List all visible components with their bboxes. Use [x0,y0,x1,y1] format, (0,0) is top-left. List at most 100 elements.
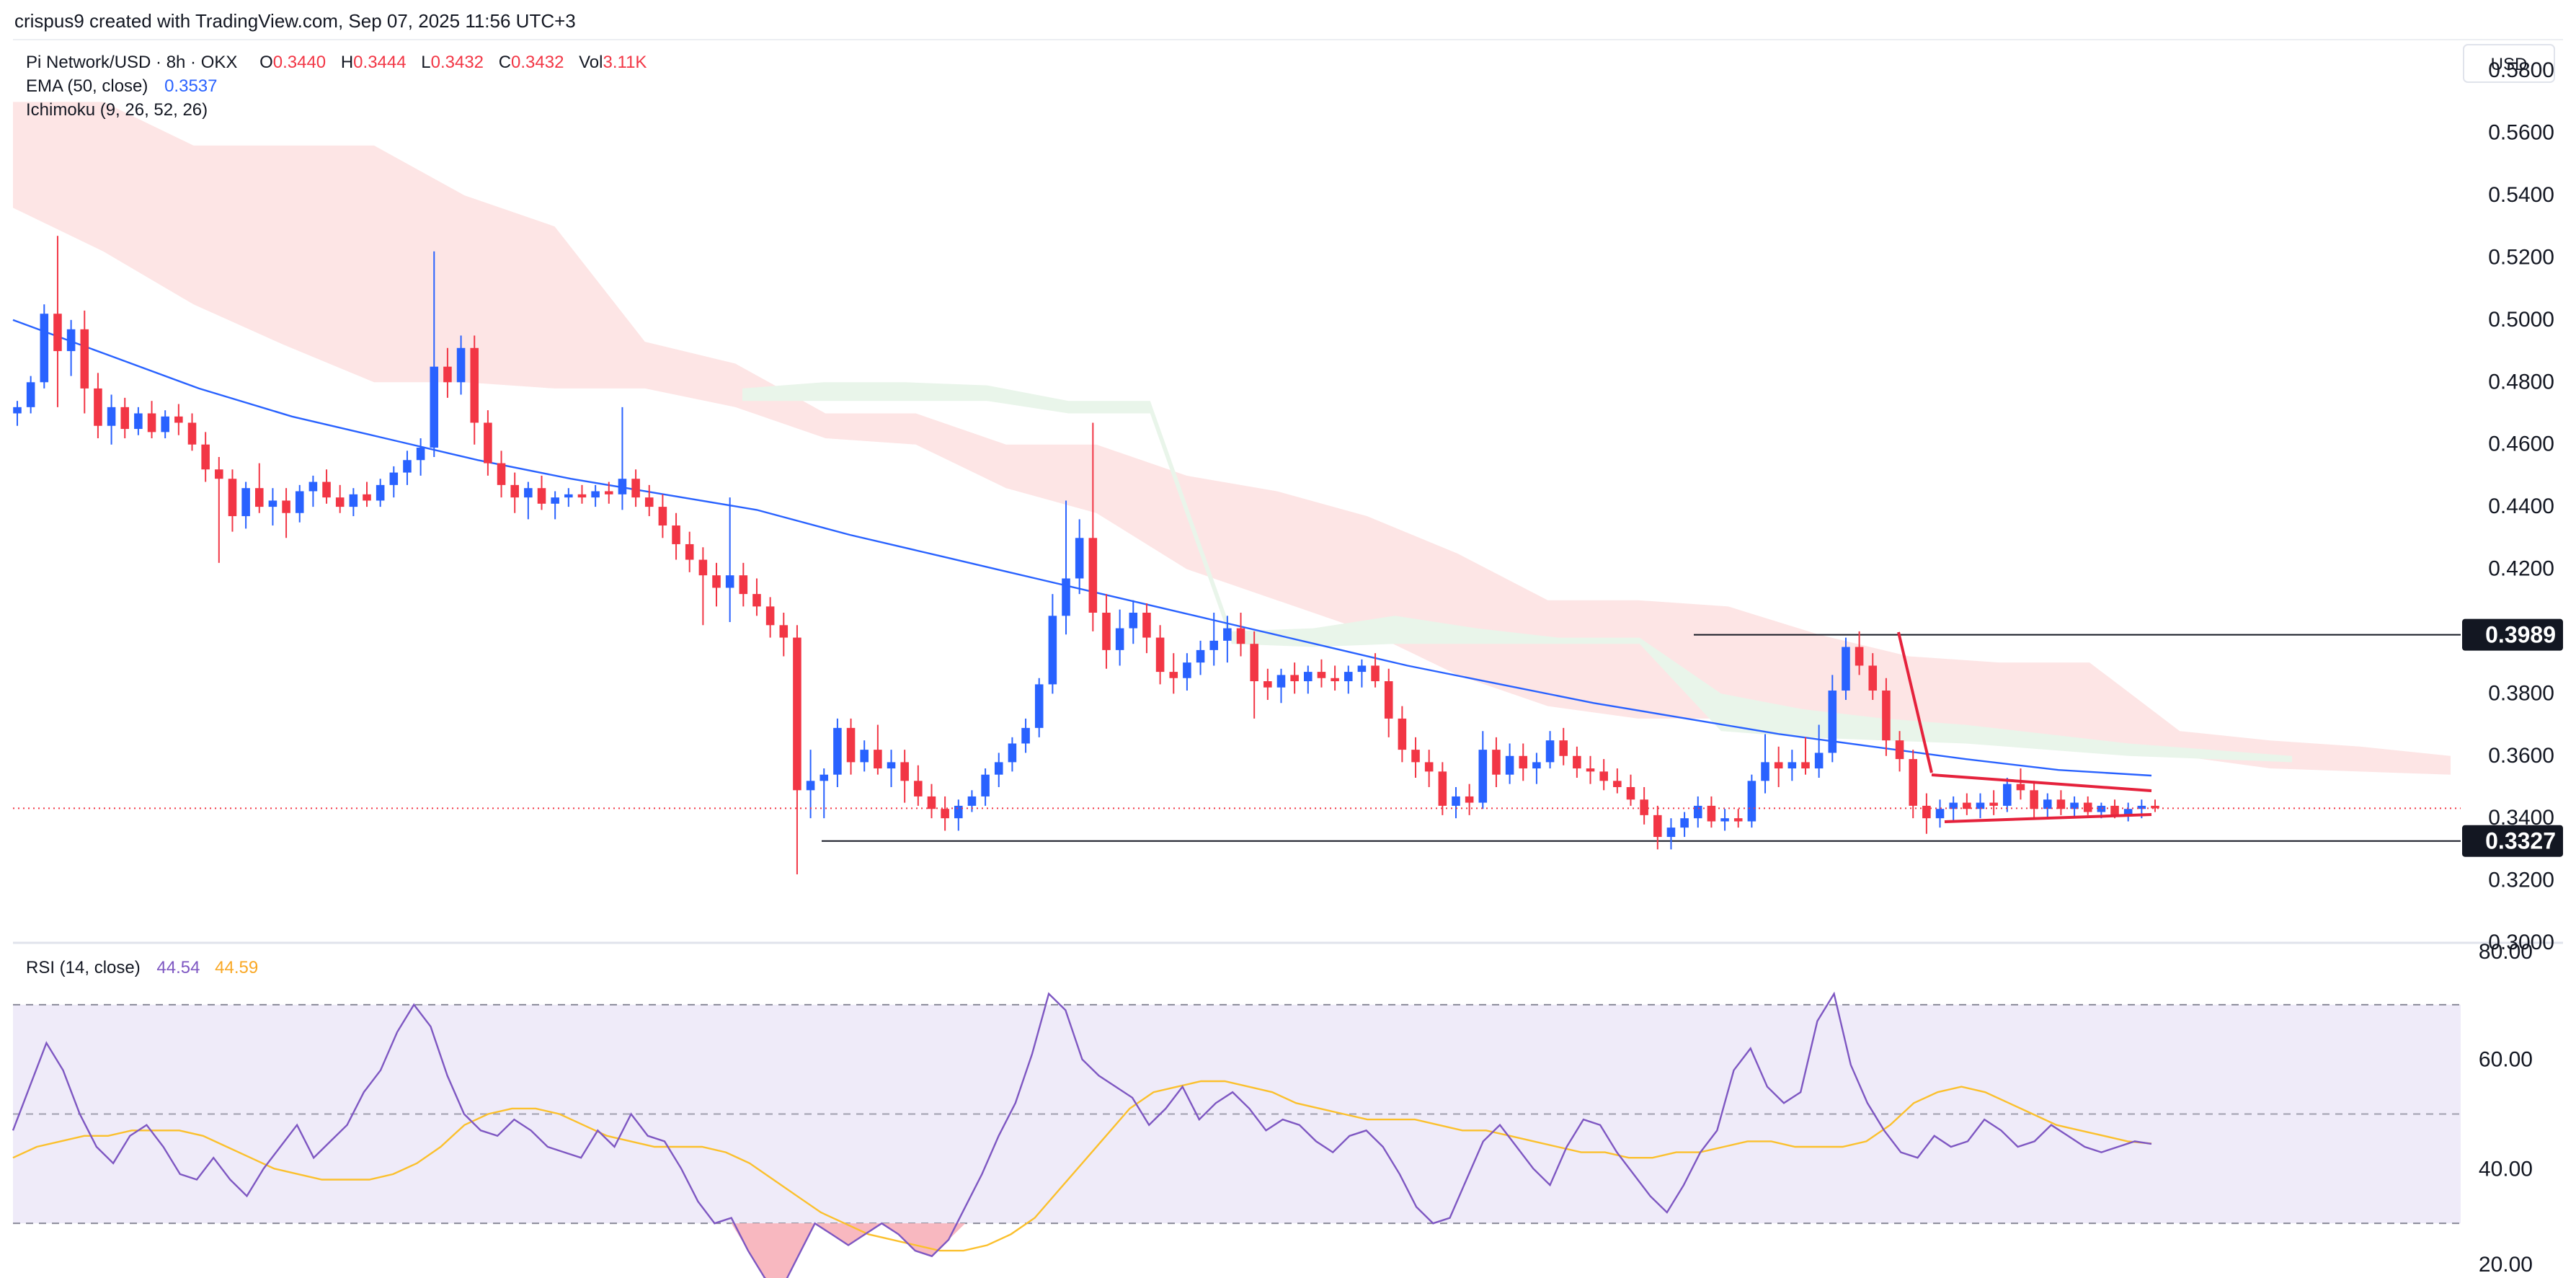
candle-body [874,750,882,769]
candle-body [1155,637,1165,673]
candle-body [1263,681,1272,688]
candle-body [1505,755,1514,775]
candle-body [1438,771,1447,806]
candle-body [1129,613,1138,629]
candle-body [1276,675,1286,688]
candle-body [403,460,412,473]
rsi-axis[interactable]: 80.00 60.00 40.00 20.00 [2479,940,2533,1277]
price-tick-label: 0.5600 [2488,121,2554,145]
legend-ema-label: EMA (50, close) [26,76,148,96]
candle-body [1895,740,1904,760]
candle-body [1976,802,1985,809]
candle-body [806,781,815,791]
candle-body [860,750,869,763]
legend-ema-value: 0.3537 [164,76,217,96]
candle-body [1398,718,1407,750]
candle-body [1465,796,1474,803]
candle-body [1371,665,1380,682]
candle-body [1922,805,1931,819]
candle-body [631,479,640,498]
candle-body [120,407,130,430]
candle-body [1304,672,1313,682]
candle-body [1115,628,1124,650]
candle-body [53,314,62,352]
rsi-tick-label: 20.00 [2479,1253,2533,1277]
candle-body [1357,665,1367,673]
candle-body [712,575,721,588]
candle-body [1909,759,1918,806]
candle-body [779,625,789,638]
candle-body [900,762,909,781]
candle-body [1384,681,1393,719]
candle-body [1075,538,1084,579]
candle-body [484,422,492,463]
price-tick-label: 0.3200 [2488,869,2554,892]
candle-body [1814,753,1824,769]
rsi-ma-value: 44.59 [215,958,258,977]
candle-body [1787,762,1797,769]
candle-body [698,559,708,576]
candle-body [1021,727,1030,744]
candle-body [914,781,923,796]
candle-body [2003,784,2012,806]
candle-body [443,366,452,383]
svg-text:RSI (14, close) 44.54: RSI (14, close) 44.54 44.59 [26,958,258,977]
candle-body [1532,762,1541,769]
candle-body [1693,805,1702,819]
candle-body [577,494,587,498]
candle-body [1142,613,1151,638]
candle-body [927,796,936,809]
candle-body [591,491,600,498]
price-tick-label: 0.3600 [2488,744,2554,768]
rsi-tick-label: 80.00 [2479,940,2533,964]
candle-body [1613,781,1622,787]
candle-body [1599,771,1608,781]
candle-body [1411,750,1420,763]
candle-body [644,497,654,507]
candle-body [2070,802,2079,809]
triangle-pattern [1897,631,2152,823]
candle-body [322,482,331,498]
candle-body [739,575,748,595]
candle-body [1250,644,1258,682]
candle-body [1733,818,1743,822]
price-badge [2462,618,2563,651]
candle-body [725,575,734,588]
price-tick-label: 0.5000 [2488,308,2554,332]
pattern-drop-line [1897,631,1933,773]
candle-body [134,413,143,430]
candle-body [752,594,761,607]
price-badge-label: 0.3989 [2485,622,2556,648]
candle-body [13,407,22,414]
candle-body [941,809,949,819]
candle-body [254,488,264,507]
pattern-lower-line [1944,813,2152,823]
candle-body [1989,802,1998,806]
currency-box[interactable] [2463,44,2555,83]
candle-body [604,491,613,494]
candle-body [147,413,156,432]
candle-body [228,479,237,517]
candle-body [1317,672,1326,678]
price-tick-label: 0.5200 [2488,245,2554,269]
candle-body [981,774,990,796]
candle-body [1545,740,1555,763]
price-badge-label: 0.3327 [2485,828,2556,854]
price-tick-label: 0.5800 [2488,58,2554,82]
candle-body [456,347,466,383]
candle-body [537,488,546,504]
candle-body [1842,647,1850,691]
candle-body [2137,805,2146,809]
candle-body [1666,827,1676,838]
svg-text:Pi Network/USD · 8h · OKX: Pi Network/USD · 8h · OKX O0.3440 H0.344… [26,53,647,72]
candle-body [672,525,680,544]
candle-body [80,329,89,389]
candle-body [820,774,829,781]
price-badge [2462,825,2563,857]
candle-body [282,500,290,513]
candle-body [1949,802,1958,809]
candle-body [1452,796,1460,806]
price-tick-label: 0.4800 [2488,370,2554,394]
price-axis[interactable]: 0.5800 0.5600 0.5400 0.5200 0.5000 0.4800 0.46… [2488,58,2554,954]
